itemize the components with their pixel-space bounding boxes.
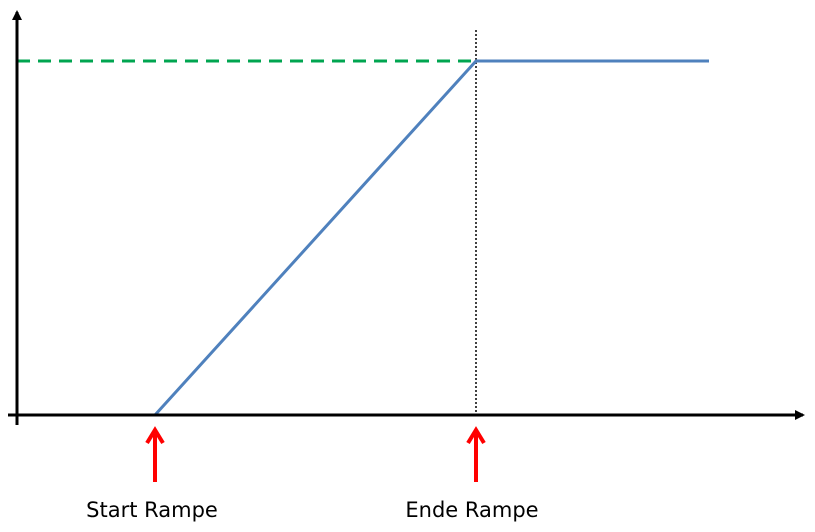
end-ramp-label: Ende Rampe	[405, 498, 539, 522]
start-ramp-label: Start Rampe	[86, 498, 218, 522]
start-arrow	[145, 426, 165, 482]
ramp-line	[17, 59, 709, 417]
end-arrow	[466, 426, 486, 482]
